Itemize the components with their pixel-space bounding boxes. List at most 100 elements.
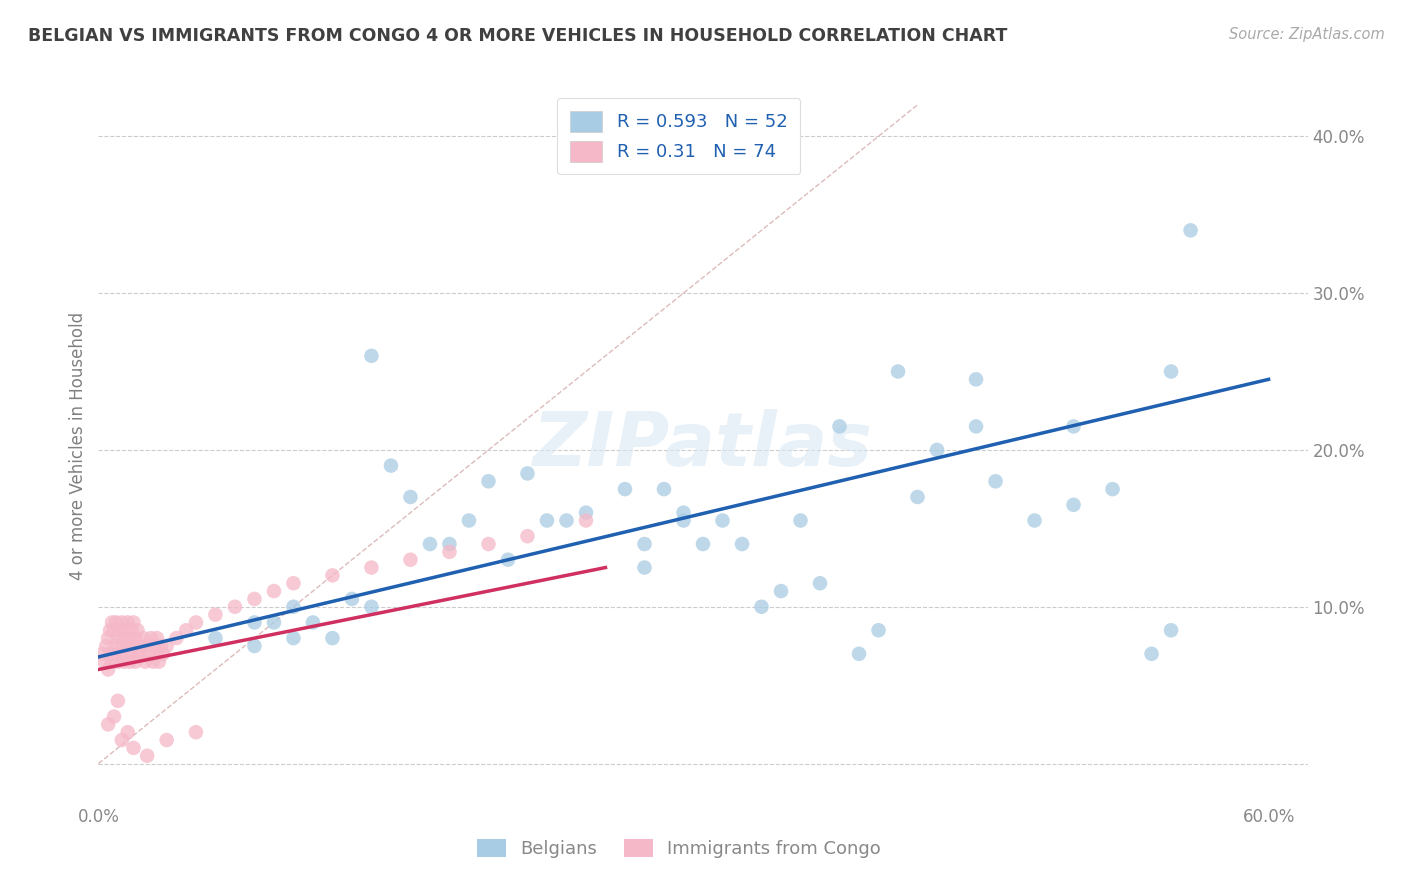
Point bbox=[143, 639, 166, 653]
Point bbox=[132, 631, 155, 645]
Point bbox=[1024, 514, 1046, 528]
Point bbox=[1101, 482, 1123, 496]
Point bbox=[107, 631, 129, 645]
Point bbox=[516, 467, 538, 481]
Point bbox=[96, 639, 118, 653]
Point bbox=[711, 514, 734, 528]
Point bbox=[887, 364, 910, 378]
Point bbox=[672, 514, 695, 528]
Point bbox=[101, 655, 124, 669]
Point bbox=[321, 568, 343, 582]
Point bbox=[97, 631, 120, 645]
Legend: Belgians, Immigrants from Congo: Belgians, Immigrants from Congo bbox=[470, 831, 889, 865]
Point bbox=[103, 647, 125, 661]
Point bbox=[103, 624, 125, 638]
Point bbox=[283, 631, 305, 645]
Point bbox=[138, 647, 160, 661]
Point bbox=[134, 655, 156, 669]
Point bbox=[848, 647, 870, 661]
Point bbox=[149, 639, 172, 653]
Point bbox=[769, 584, 792, 599]
Point bbox=[1160, 624, 1182, 638]
Point bbox=[1180, 223, 1202, 237]
Point bbox=[156, 733, 179, 747]
Point bbox=[243, 639, 266, 653]
Point bbox=[97, 663, 120, 677]
Point bbox=[118, 631, 141, 645]
Point bbox=[536, 514, 558, 528]
Point bbox=[243, 615, 266, 630]
Point bbox=[439, 545, 461, 559]
Point bbox=[117, 639, 139, 653]
Point bbox=[477, 537, 499, 551]
Point bbox=[131, 647, 153, 661]
Point bbox=[111, 733, 134, 747]
Point bbox=[575, 514, 598, 528]
Point bbox=[731, 537, 754, 551]
Point bbox=[98, 647, 121, 661]
Point bbox=[121, 647, 143, 661]
Point bbox=[121, 624, 143, 638]
Point bbox=[136, 639, 159, 653]
Point bbox=[439, 537, 461, 551]
Point bbox=[1063, 419, 1085, 434]
Point bbox=[868, 624, 890, 638]
Point bbox=[122, 639, 145, 653]
Point bbox=[808, 576, 831, 591]
Point bbox=[789, 514, 811, 528]
Point bbox=[516, 529, 538, 543]
Point bbox=[124, 655, 146, 669]
Point bbox=[112, 655, 135, 669]
Point bbox=[360, 349, 382, 363]
Point bbox=[360, 560, 382, 574]
Point bbox=[112, 631, 135, 645]
Point bbox=[224, 599, 246, 614]
Point bbox=[204, 607, 226, 622]
Point bbox=[458, 514, 481, 528]
Point bbox=[692, 537, 714, 551]
Point bbox=[204, 631, 226, 645]
Point bbox=[104, 615, 127, 630]
Point bbox=[828, 419, 851, 434]
Point bbox=[152, 647, 174, 661]
Point bbox=[104, 639, 127, 653]
Point bbox=[97, 717, 120, 731]
Point bbox=[1160, 364, 1182, 378]
Point bbox=[103, 709, 125, 723]
Point bbox=[633, 560, 655, 574]
Point bbox=[117, 725, 139, 739]
Point bbox=[93, 655, 115, 669]
Point bbox=[496, 552, 519, 566]
Point bbox=[111, 639, 134, 653]
Point bbox=[360, 599, 382, 614]
Point bbox=[633, 537, 655, 551]
Point bbox=[380, 458, 402, 473]
Point bbox=[477, 475, 499, 489]
Point bbox=[136, 748, 159, 763]
Point bbox=[122, 615, 145, 630]
Point bbox=[672, 506, 695, 520]
Point bbox=[148, 655, 170, 669]
Point bbox=[965, 419, 987, 434]
Point bbox=[174, 624, 197, 638]
Y-axis label: 4 or more Vehicles in Household: 4 or more Vehicles in Household bbox=[69, 312, 87, 580]
Point bbox=[108, 624, 131, 638]
Point bbox=[399, 552, 422, 566]
Point bbox=[127, 624, 149, 638]
Point bbox=[101, 615, 124, 630]
Point bbox=[575, 506, 598, 520]
Point bbox=[139, 631, 162, 645]
Point bbox=[340, 591, 363, 606]
Point bbox=[122, 740, 145, 755]
Point bbox=[283, 576, 305, 591]
Point bbox=[1140, 647, 1163, 661]
Point bbox=[965, 372, 987, 386]
Point bbox=[751, 599, 773, 614]
Point bbox=[146, 631, 169, 645]
Point bbox=[555, 514, 578, 528]
Point bbox=[652, 482, 675, 496]
Text: ZIPatlas: ZIPatlas bbox=[533, 409, 873, 483]
Point bbox=[614, 482, 637, 496]
Point bbox=[165, 631, 187, 645]
Point bbox=[399, 490, 422, 504]
